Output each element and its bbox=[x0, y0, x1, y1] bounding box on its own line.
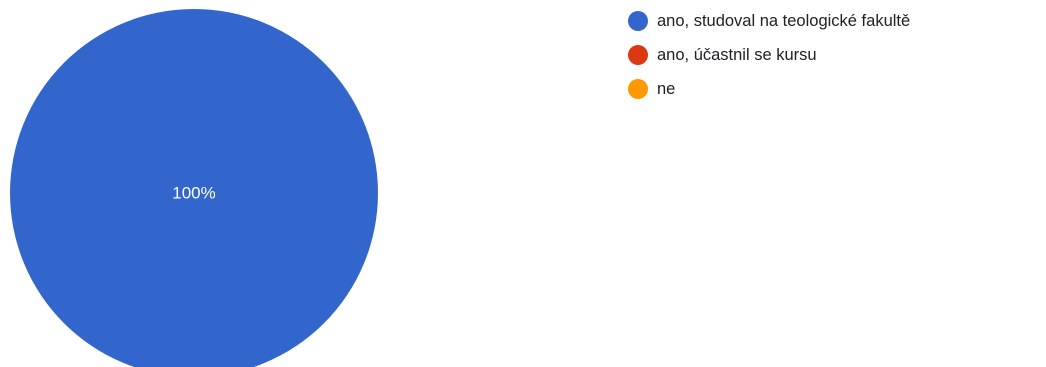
legend-item-studoval[interactable]: ano, studoval na teologické fakultě bbox=[628, 11, 910, 31]
legend-item-ne[interactable]: ne bbox=[628, 79, 910, 99]
legend-swatch-kurs bbox=[628, 45, 648, 65]
legend-swatch-ne bbox=[628, 79, 648, 99]
pie-slice-studoval[interactable] bbox=[10, 9, 378, 367]
legend-label-studoval: ano, studoval na teologické fakultě bbox=[657, 12, 911, 30]
pie-labels: 100% bbox=[172, 184, 215, 203]
legend-swatch-studoval bbox=[628, 11, 648, 31]
pie-data-label-studoval: 100% bbox=[172, 184, 215, 203]
legend-item-kurs[interactable]: ano, účastnil se kursu bbox=[628, 45, 910, 65]
legend-label-kurs: ano, účastnil se kursu bbox=[657, 46, 817, 64]
pie-slices bbox=[10, 9, 378, 367]
chart-legend: ano, studoval na teologické fakultě ano,… bbox=[628, 11, 910, 113]
legend-label-ne: ne bbox=[657, 80, 676, 98]
